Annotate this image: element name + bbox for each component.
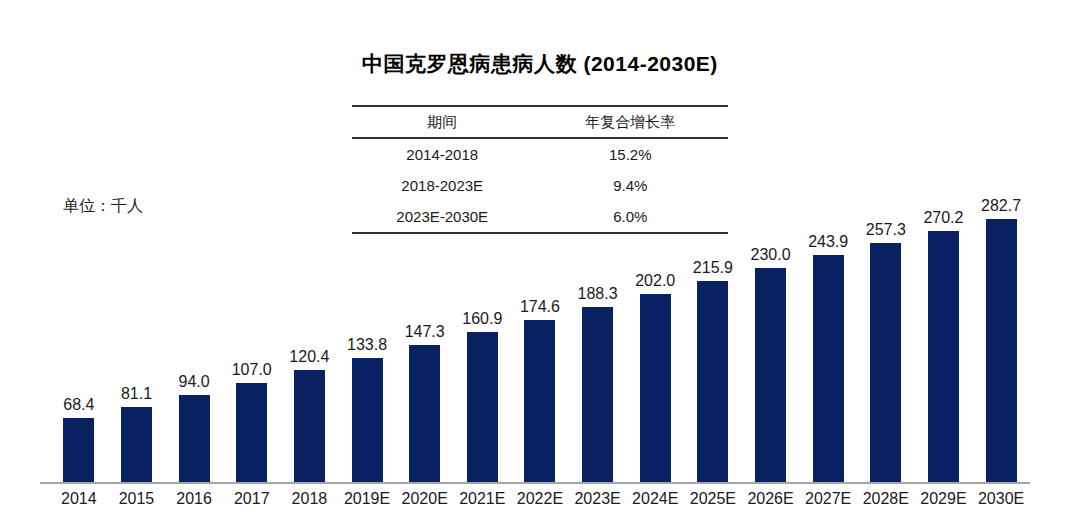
bar xyxy=(928,231,959,482)
bar-value-label: 215.9 xyxy=(693,259,733,277)
bar-group: 257.3 xyxy=(857,152,915,482)
bar-value-label: 270.2 xyxy=(923,209,963,227)
bar-group: 174.6 xyxy=(511,152,569,482)
bar-value-label: 188.3 xyxy=(578,285,618,303)
bar xyxy=(236,383,267,483)
bar xyxy=(524,320,555,482)
bar-group: 147.3 xyxy=(396,152,454,482)
bar-group: 282.7 xyxy=(972,152,1030,482)
bar xyxy=(870,243,901,482)
bar-value-label: 230.0 xyxy=(750,246,790,264)
cagr-table-header-row: 期间 年复合增长率 xyxy=(352,107,728,139)
bar xyxy=(294,370,325,482)
x-tick-label: 2022E xyxy=(511,490,569,508)
x-tick-label: 2026E xyxy=(742,490,800,508)
x-axis-line xyxy=(40,482,1030,484)
bar-group: 270.2 xyxy=(915,152,973,482)
x-tick-label: 2014 xyxy=(50,490,108,508)
report-chart-figure: 中国克罗恩病患病人数 (2014-2030E) 单位：千人 期间 年复合增长率 … xyxy=(0,0,1080,531)
bar-value-label: 160.9 xyxy=(462,310,502,328)
bar xyxy=(63,418,94,482)
x-tick-label: 2028E xyxy=(857,490,915,508)
bar xyxy=(813,255,844,482)
bar-value-label: 120.4 xyxy=(289,348,329,366)
cagr-header-cagr: 年复合增长率 xyxy=(532,113,728,132)
bar-value-label: 282.7 xyxy=(981,197,1021,215)
x-tick-label: 2018 xyxy=(281,490,339,508)
x-tick-label: 2021E xyxy=(453,490,511,508)
bar-value-label: 202.0 xyxy=(635,272,675,290)
bar xyxy=(697,281,728,482)
bar-value-label: 174.6 xyxy=(520,298,560,316)
bar xyxy=(409,345,440,482)
x-axis-tick-labels: 201420152016201720182019E2020E2021E2022E… xyxy=(50,490,1030,508)
bar xyxy=(467,332,498,482)
x-tick-label: 2017 xyxy=(223,490,281,508)
x-tick-label: 2016 xyxy=(165,490,223,508)
x-tick-label: 2024E xyxy=(626,490,684,508)
bar-value-label: 107.0 xyxy=(232,361,272,379)
bar-group: 107.0 xyxy=(223,152,281,482)
bar-value-label: 81.1 xyxy=(121,385,152,403)
cagr-header-period: 期间 xyxy=(352,113,532,132)
x-tick-label: 2019E xyxy=(338,490,396,508)
bar-value-label: 243.9 xyxy=(808,233,848,251)
bar-value-label: 147.3 xyxy=(405,323,445,341)
bar-group: 68.4 xyxy=(50,152,108,482)
x-tick-label: 2025E xyxy=(684,490,742,508)
bar-value-label: 68.4 xyxy=(63,396,94,414)
bar-group: 188.3 xyxy=(569,152,627,482)
x-tick-label: 2020E xyxy=(396,490,454,508)
bar xyxy=(582,307,613,482)
bar xyxy=(121,407,152,482)
bar-group: 120.4 xyxy=(281,152,339,482)
bar-value-label: 257.3 xyxy=(866,221,906,239)
bar xyxy=(755,268,786,482)
bar xyxy=(986,219,1017,482)
bar-group: 230.0 xyxy=(742,152,800,482)
bar-chart-plot-area: 68.4 81.1 94.0 107.0 120.4 133.8 147.3 160.9 174… xyxy=(50,152,1030,482)
bar-group: 243.9 xyxy=(799,152,857,482)
bar xyxy=(640,294,671,482)
x-tick-label: 2030E xyxy=(972,490,1030,508)
chart-title: 中国克罗恩病患病人数 (2014-2030E) xyxy=(0,50,1080,78)
bar xyxy=(179,395,210,482)
bar-group: 94.0 xyxy=(165,152,223,482)
x-tick-label: 2029E xyxy=(915,490,973,508)
bar xyxy=(352,358,383,482)
bar-group: 215.9 xyxy=(684,152,742,482)
bar-group: 202.0 xyxy=(626,152,684,482)
bar-group: 160.9 xyxy=(453,152,511,482)
x-tick-label: 2027E xyxy=(799,490,857,508)
bar-group: 133.8 xyxy=(338,152,396,482)
x-tick-label: 2023E xyxy=(569,490,627,508)
bar-value-label: 133.8 xyxy=(347,336,387,354)
bar-value-label: 94.0 xyxy=(179,373,210,391)
x-tick-label: 2015 xyxy=(108,490,166,508)
bar-group: 81.1 xyxy=(108,152,166,482)
